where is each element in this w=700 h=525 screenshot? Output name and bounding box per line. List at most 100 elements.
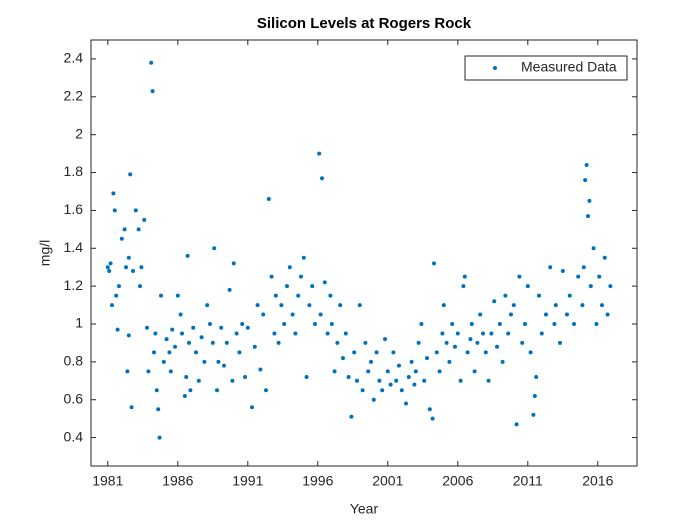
data-point bbox=[509, 312, 513, 317]
data-point bbox=[161, 359, 166, 364]
data-point bbox=[432, 261, 436, 266]
data-point bbox=[406, 375, 411, 380]
data-point bbox=[178, 312, 183, 317]
y-tick-label: 2 bbox=[75, 125, 83, 141]
data-point bbox=[458, 378, 463, 383]
data-point bbox=[122, 227, 127, 232]
data-point bbox=[230, 378, 235, 383]
data-point bbox=[397, 363, 401, 368]
y-tick-label: 0.8 bbox=[64, 353, 84, 369]
data-point bbox=[107, 268, 112, 273]
data-point bbox=[124, 265, 128, 270]
data-point bbox=[234, 331, 239, 336]
data-point bbox=[465, 350, 470, 355]
data-point bbox=[394, 378, 399, 383]
data-point bbox=[210, 340, 215, 345]
data-point bbox=[296, 293, 301, 298]
data-point bbox=[486, 378, 491, 383]
data-point bbox=[194, 350, 198, 355]
data-point bbox=[328, 293, 333, 298]
data-point bbox=[600, 303, 604, 308]
data-point bbox=[453, 344, 457, 349]
data-point bbox=[391, 350, 396, 355]
data-point bbox=[360, 388, 365, 393]
data-point bbox=[388, 382, 393, 387]
data-point bbox=[142, 217, 147, 222]
data-point bbox=[441, 303, 446, 308]
data-point bbox=[565, 312, 569, 317]
data-point bbox=[156, 407, 161, 412]
data-point bbox=[537, 293, 541, 298]
data-point bbox=[219, 325, 224, 330]
data-point bbox=[310, 284, 315, 289]
legend-label: Measured Data bbox=[521, 59, 617, 75]
data-point bbox=[322, 280, 327, 285]
data-point bbox=[357, 303, 362, 308]
data-point bbox=[425, 356, 429, 361]
x-tick-label: 1991 bbox=[232, 473, 263, 489]
data-point bbox=[212, 246, 217, 251]
data-point bbox=[461, 284, 466, 289]
x-axis-label: Year bbox=[350, 501, 379, 517]
data-point bbox=[154, 388, 159, 393]
data-point bbox=[506, 331, 511, 336]
data-point bbox=[252, 344, 257, 349]
data-point bbox=[583, 178, 588, 183]
plot-area bbox=[90, 39, 638, 467]
data-point bbox=[119, 236, 124, 241]
data-point bbox=[318, 312, 323, 317]
data-point bbox=[572, 322, 576, 326]
data-point bbox=[329, 322, 334, 326]
x-tick-label: 1996 bbox=[302, 473, 333, 489]
data-point bbox=[216, 359, 221, 364]
data-point bbox=[126, 333, 131, 338]
data-point bbox=[338, 303, 343, 308]
data-point bbox=[264, 388, 268, 393]
data-point bbox=[125, 369, 130, 374]
x-tick-label: 1981 bbox=[92, 473, 123, 489]
x-tick-label: 2001 bbox=[372, 473, 403, 489]
data-point bbox=[196, 378, 201, 383]
data-point bbox=[597, 274, 602, 279]
data-point bbox=[188, 388, 193, 393]
data-point bbox=[258, 367, 263, 372]
data-point bbox=[349, 414, 354, 419]
data-point bbox=[469, 322, 474, 326]
data-point bbox=[383, 337, 387, 342]
data-point bbox=[412, 382, 417, 387]
data-point bbox=[290, 312, 295, 317]
data-point bbox=[444, 340, 449, 345]
data-point bbox=[492, 299, 497, 304]
data-point bbox=[208, 322, 212, 326]
x-tick-label: 1986 bbox=[162, 473, 193, 489]
data-point bbox=[180, 331, 184, 336]
data-point bbox=[149, 60, 154, 65]
data-point bbox=[293, 331, 298, 336]
data-point bbox=[139, 265, 144, 270]
data-point bbox=[602, 255, 607, 260]
data-point bbox=[430, 416, 435, 421]
data-point bbox=[374, 350, 379, 355]
data-point bbox=[224, 340, 229, 345]
data-point bbox=[366, 369, 371, 374]
data-point bbox=[532, 393, 537, 398]
data-point bbox=[153, 331, 158, 336]
data-point bbox=[332, 369, 337, 374]
data-point bbox=[269, 274, 274, 279]
data-point bbox=[553, 303, 558, 308]
data-point bbox=[594, 322, 599, 326]
data-point bbox=[167, 350, 172, 355]
data-point bbox=[136, 227, 141, 232]
data-point bbox=[285, 284, 289, 289]
data-point bbox=[560, 268, 565, 273]
data-point bbox=[588, 284, 593, 289]
data-point bbox=[157, 435, 162, 440]
data-point bbox=[440, 331, 445, 336]
data-point bbox=[299, 274, 303, 279]
data-point bbox=[205, 303, 210, 308]
y-tick-label: 1.2 bbox=[64, 277, 84, 293]
x-tick-label: 2006 bbox=[442, 473, 473, 489]
data-point bbox=[548, 265, 553, 270]
x-tick-label: 2011 bbox=[513, 473, 543, 489]
